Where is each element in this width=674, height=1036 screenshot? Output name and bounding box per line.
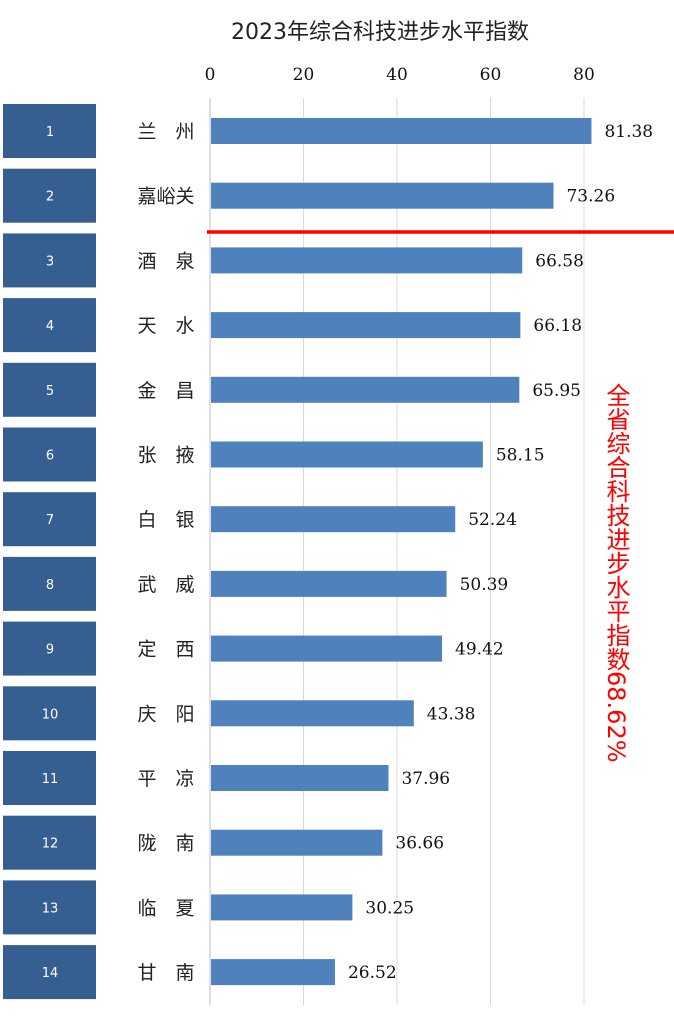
rank-label: 14 (42, 966, 59, 981)
category-label: 金 昌 (137, 380, 194, 402)
value-label: 36.66 (395, 834, 444, 854)
rank-box (3, 945, 96, 1000)
bar (211, 700, 414, 727)
x-tick-label: 0 (205, 65, 216, 85)
rank-label: 8 (46, 578, 54, 593)
rank-label: 5 (46, 384, 54, 399)
category-label: 武 威 (137, 574, 194, 596)
rank-box (3, 362, 96, 417)
bar (211, 247, 523, 274)
bar (211, 312, 521, 339)
value-label: 50.39 (460, 575, 509, 595)
category-label: 平 凉 (137, 768, 194, 790)
bar (211, 182, 554, 209)
rank-box (3, 880, 96, 935)
rank-label: 4 (46, 319, 54, 334)
x-tick-label: 20 (293, 65, 315, 85)
rank-label: 2 (46, 190, 54, 205)
bar (211, 959, 335, 986)
rank-box (3, 233, 96, 288)
rank-box (3, 104, 96, 158)
value-label: 66.58 (535, 251, 584, 271)
value-label: 81.38 (604, 122, 653, 142)
value-label: 37.96 (401, 769, 450, 789)
bar (211, 441, 483, 468)
category-label: 嘉峪关 (137, 186, 194, 208)
rank-box (3, 686, 96, 741)
value-label: 58.15 (496, 446, 545, 466)
value-label: 65.95 (532, 381, 581, 401)
bar (211, 376, 520, 403)
bar (211, 118, 592, 144)
rank-box (3, 556, 96, 611)
bar (211, 570, 447, 597)
bar (211, 765, 389, 791)
value-label: 43.38 (427, 704, 476, 724)
bar (211, 894, 353, 921)
category-label: 甘 南 (137, 962, 194, 984)
rank-label: 3 (46, 254, 54, 269)
rank-label: 9 (46, 643, 54, 658)
rank-box (3, 815, 96, 870)
rank-label: 11 (42, 772, 59, 787)
value-label: 52.24 (468, 510, 517, 530)
value-label: 49.42 (455, 640, 504, 660)
category-label: 天 水 (137, 315, 194, 337)
rank-label: 10 (42, 707, 59, 722)
rank-box (3, 751, 96, 805)
value-label: 26.52 (348, 963, 397, 983)
category-label: 庆 阳 (137, 703, 194, 725)
rank-box (3, 492, 96, 547)
rank-box (3, 298, 96, 353)
category-label: 张 掖 (137, 445, 194, 467)
bar (211, 506, 456, 533)
rank-label: 12 (42, 837, 59, 852)
value-label: 73.26 (566, 187, 615, 207)
bar (211, 829, 383, 856)
category-label: 白 银 (137, 509, 194, 531)
rank-label: 13 (42, 901, 59, 916)
chart-title: 2023年综合科技进步水平指数 (231, 20, 529, 45)
rank-box (3, 427, 96, 482)
category-label: 定 西 (137, 639, 194, 661)
category-label: 兰 州 (137, 121, 194, 143)
bar (211, 635, 443, 662)
rank-box (3, 168, 96, 223)
rank-label: 1 (46, 125, 54, 140)
x-tick-label: 60 (480, 65, 502, 85)
value-label: 30.25 (365, 898, 414, 918)
x-tick-label: 80 (573, 65, 595, 85)
category-label: 陇 南 (137, 833, 194, 855)
category-label: 酒 泉 (137, 250, 194, 272)
rank-label: 6 (46, 449, 54, 464)
x-tick-label: 40 (386, 65, 408, 85)
rank-box (3, 621, 96, 676)
value-label: 66.18 (533, 316, 582, 336)
category-label: 临 夏 (137, 897, 194, 919)
rank-label: 7 (46, 513, 54, 528)
annotation-text: 全省综合科技进步水平指数68.62% (602, 383, 630, 763)
